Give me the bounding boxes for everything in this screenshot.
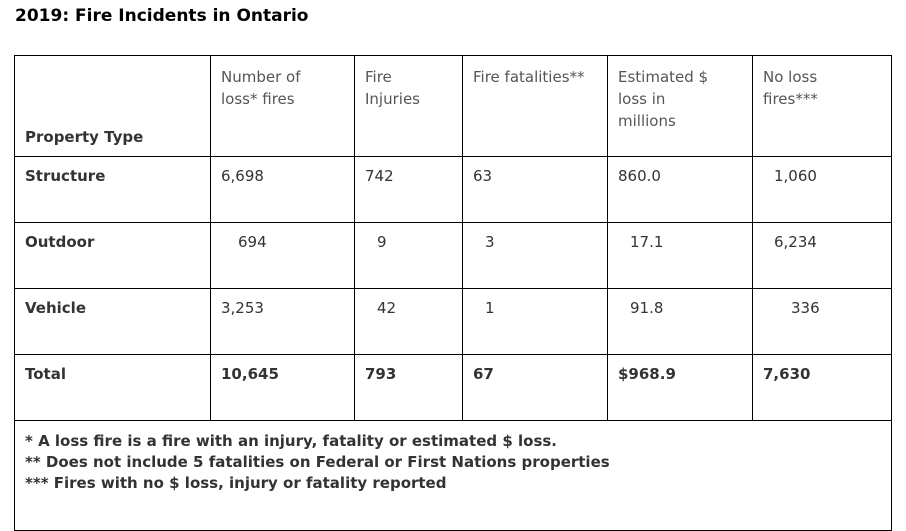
footnotes-row: * A loss fire is a fire with an injury, …	[14, 420, 892, 531]
cell: 42	[354, 288, 463, 355]
cell: 67	[462, 354, 608, 421]
table-row: Vehicle 3,253 42 1 91.8 336	[14, 288, 892, 355]
cell: Outdoor	[14, 222, 211, 289]
footnotes: * A loss fire is a fire with an injury, …	[14, 420, 892, 531]
cell: 9	[354, 222, 463, 289]
cell: Structure	[14, 156, 211, 223]
cell: 860.0	[607, 156, 753, 223]
footnote: *** Fires with no $ loss, injury or fata…	[25, 474, 447, 492]
cell: 91.8	[607, 288, 753, 355]
cell: 10,645	[210, 354, 355, 421]
footnote: ** Does not include 5 fatalities on Fede…	[25, 453, 610, 471]
footnote: * A loss fire is a fire with an injury, …	[25, 432, 557, 450]
page-title: 2019: Fire Incidents in Ontario	[15, 6, 309, 26]
cell: $968.9	[607, 354, 753, 421]
cell: 3,253	[210, 288, 355, 355]
column-header: Number of loss* fires	[210, 55, 355, 157]
cell: 7,630	[752, 354, 892, 421]
cell: 3	[462, 222, 608, 289]
cell: 694	[210, 222, 355, 289]
total-row: Total 10,645 793 67 $968.9 7,630	[14, 354, 892, 421]
column-header: Fire Injuries	[354, 55, 463, 157]
table-row: Structure 6,698 742 63 860.0 1,060	[14, 156, 892, 223]
header-row: Property Type Number of loss* fires Fire…	[14, 55, 892, 157]
cell: 6,698	[210, 156, 355, 223]
column-header: No loss fires***	[752, 55, 892, 157]
table-row: Outdoor 694 9 3 17.1 6,234	[14, 222, 892, 289]
cell: 1	[462, 288, 608, 355]
cell: 793	[354, 354, 463, 421]
fire-incidents-table: Property Type Number of loss* fires Fire…	[14, 55, 892, 531]
cell: 336	[752, 288, 892, 355]
column-header: Estimated $ loss in millions	[607, 55, 753, 157]
cell: 63	[462, 156, 608, 223]
column-header: Property Type	[14, 55, 211, 157]
cell: 742	[354, 156, 463, 223]
column-header: Fire fatalities**	[462, 55, 608, 157]
cell: 17.1	[607, 222, 753, 289]
cell: 1,060	[752, 156, 892, 223]
cell: 6,234	[752, 222, 892, 289]
cell: Vehicle	[14, 288, 211, 355]
cell: Total	[14, 354, 211, 421]
